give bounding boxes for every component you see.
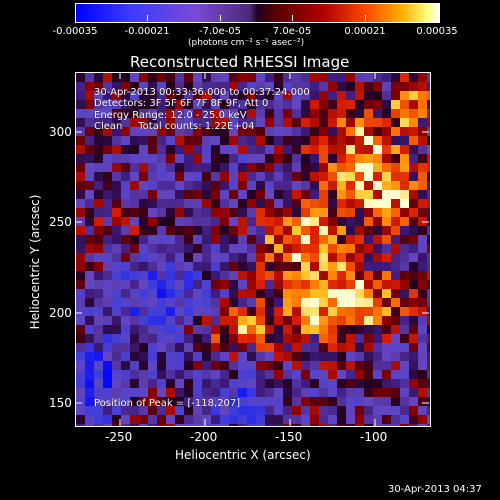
x-tick-label: -150 (275, 430, 303, 444)
colorbar-tick-label: -0.00035 (52, 26, 98, 37)
energy-range: Energy Range: 12.0 - 25.0 keV (94, 110, 247, 121)
rhessi-image (75, 72, 431, 427)
colorbar-ticks (75, 15, 438, 23)
y-tick-label: 150 (49, 396, 72, 410)
plot-title: Reconstructed RHESSI Image (130, 53, 350, 71)
colorbar-tick-label: 7.0e-05 (272, 26, 312, 37)
colorbar-tick-label: 0.00021 (344, 26, 386, 37)
time-range: 30-Apr-2013 00:33:36.000 to 00:37:24.000 (94, 87, 310, 98)
x-tick-label: -100 (360, 430, 388, 444)
colorbar (75, 3, 440, 23)
colorbar-tick-label: -7.0e-05 (199, 26, 241, 37)
y-tick-label: 250 (49, 215, 72, 229)
image-heatmap (76, 73, 430, 426)
y-tick-label: 300 (49, 125, 72, 139)
peak-position: Position of Peak = [-118,207] (94, 398, 241, 409)
y-tick-label: 200 (49, 306, 72, 320)
timestamp-footer: 30-Apr-2013 04:37 (388, 484, 482, 495)
x-tick-label: -250 (105, 430, 133, 444)
detectors: Detectors: 3F 5F 6F 7F 8F 9F, Att 0 (94, 98, 269, 109)
colorbar-tick-label: 0.00035 (416, 26, 458, 37)
y-axis-title: Heliocentric Y (arcsec) (28, 194, 42, 330)
clean-counts: Clean Total counts: 1.22E+04 (94, 121, 255, 132)
x-tick-label: -200 (190, 430, 218, 444)
x-axis-title: Heliocentric X (arcsec) (175, 448, 311, 462)
colorbar-tick-label: -0.00021 (124, 26, 170, 37)
colorbar-units: (photons cm⁻² s⁻¹ asec⁻²) (188, 38, 305, 48)
